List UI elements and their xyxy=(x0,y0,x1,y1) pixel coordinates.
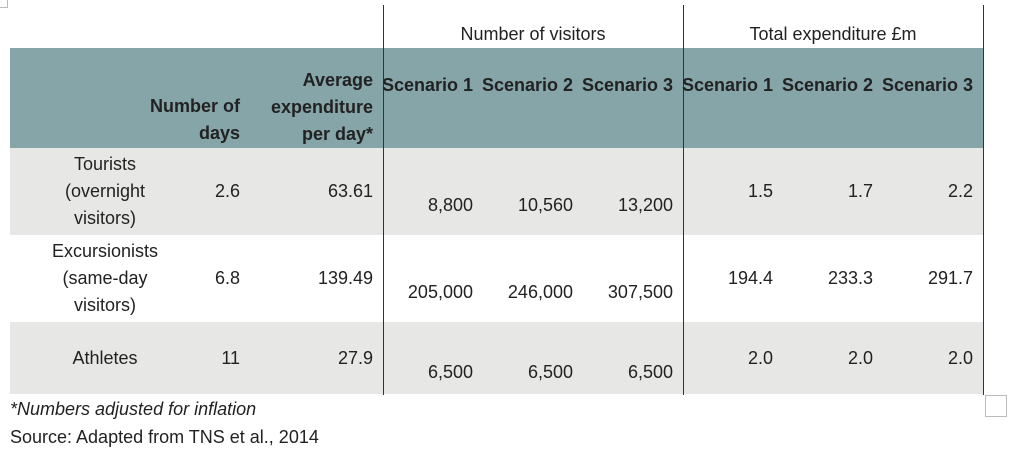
column-header: Average expenditure per day* xyxy=(270,70,373,144)
cell: 6,500 xyxy=(627,361,673,382)
cell: 8,800 xyxy=(427,195,473,215)
cell: 291.7 xyxy=(927,268,973,288)
divider xyxy=(683,5,684,395)
cell: 2.0 xyxy=(747,347,773,368)
cell: 2.2 xyxy=(947,181,973,201)
group-header: Total expenditure £m xyxy=(749,24,917,44)
column-header: Scenario 3 xyxy=(581,75,673,95)
cell: 233.3 xyxy=(827,268,873,288)
column-header: Scenario 3 xyxy=(881,75,973,95)
note: *Numbers adjusted for inflation xyxy=(10,399,257,419)
cell: 2.0 xyxy=(847,347,873,368)
corner-box xyxy=(985,395,1007,417)
cell: 139.49 xyxy=(317,268,373,288)
cell: 2.0 xyxy=(947,347,973,368)
column-header: Scenario 1 xyxy=(681,75,773,95)
column-header: Scenario 2 xyxy=(481,75,573,95)
cell: 307,500 xyxy=(607,282,673,302)
cell: 1.7 xyxy=(847,181,873,201)
cell: 27.9 xyxy=(337,347,373,368)
cell: 246,000 xyxy=(507,282,573,302)
row-label: Tourists (overnight visitors) xyxy=(64,154,146,228)
row-band xyxy=(10,322,983,394)
row-label: Athletes xyxy=(72,347,138,368)
column-header: Number of days xyxy=(150,96,240,143)
divider xyxy=(983,5,984,395)
cell: 10,560 xyxy=(517,195,573,215)
cell: 2.6 xyxy=(214,181,240,201)
cell: 11 xyxy=(221,347,240,368)
header-band xyxy=(10,48,983,148)
group-header: Number of visitors xyxy=(460,24,606,44)
cell: 13,200 xyxy=(617,195,673,215)
divider xyxy=(383,5,384,395)
corner-box xyxy=(0,0,8,8)
cell: 6.8 xyxy=(214,268,240,288)
note: Source: Adapted from TNS et al., 2014 xyxy=(10,427,319,447)
column-header: Scenario 1 xyxy=(381,75,473,95)
column-header: Scenario 2 xyxy=(781,75,873,95)
cell: 63.61 xyxy=(327,181,373,201)
cell: 205,000 xyxy=(407,282,473,302)
cell: 194.4 xyxy=(727,268,773,288)
cell: 1.5 xyxy=(747,181,773,201)
cell: 6,500 xyxy=(427,361,473,382)
row-label: Excursionists (same-day visitors) xyxy=(51,241,159,315)
cell: 6,500 xyxy=(527,361,573,382)
row-band xyxy=(10,148,983,235)
